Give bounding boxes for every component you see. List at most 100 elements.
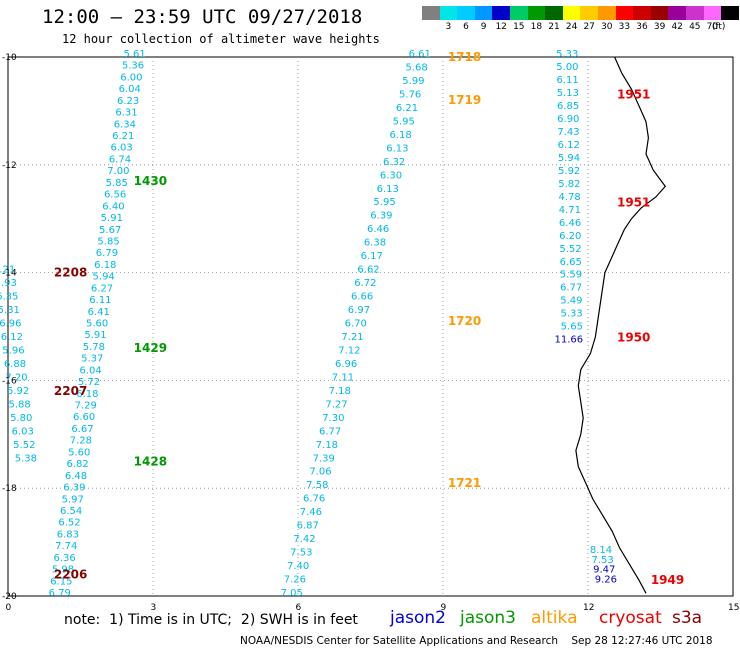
scale-swatch xyxy=(633,6,651,20)
wave-height-value: 5.98 xyxy=(52,565,74,576)
wave-height-value: 6.39 xyxy=(370,211,392,222)
wave-height-value: 5.13 xyxy=(557,88,579,99)
footer-note: note: 1) Time is in UTC; 2) SWH is in fe… xyxy=(64,612,358,628)
wave-height-value: 9.47 xyxy=(593,565,615,576)
wave-height-value: 5.37 xyxy=(81,354,103,365)
scale-label: 6 xyxy=(463,22,469,32)
pass-time-label: 1430 xyxy=(134,174,167,188)
wave-height-value: 6.76 xyxy=(303,494,325,505)
scale-swatch xyxy=(580,6,598,20)
wave-height-value: 6.04 xyxy=(119,84,141,95)
wave-height-value: 6.31 xyxy=(115,108,137,119)
wave-height-value: 7.12 xyxy=(338,345,360,356)
wave-height-value: 7.21 xyxy=(341,332,363,343)
pass-time-label: 1949 xyxy=(651,573,684,587)
lon-label: 0 xyxy=(6,603,12,613)
wave-height-value: 9.26 xyxy=(595,575,617,586)
wave-height-value: 5.96 xyxy=(2,345,24,356)
scale-swatch xyxy=(703,6,722,20)
wave-height-value: 5.99 xyxy=(402,76,424,87)
wave-height-value: 6.54 xyxy=(60,506,82,517)
wave-height-value: 5.88 xyxy=(9,399,31,410)
scale-swatch xyxy=(527,6,546,20)
wave-height-value: 6.00 xyxy=(120,72,142,83)
pass-time-label: 1951 xyxy=(617,88,650,102)
scale-label: 30 xyxy=(601,22,613,32)
lat-label: -18 xyxy=(2,484,17,494)
wave-height-value: 6.83 xyxy=(57,529,79,540)
legend-satellite-jason3: jason3 xyxy=(460,608,516,628)
wave-height-value: 5.61 xyxy=(123,49,145,60)
wave-height-value: 7.26 xyxy=(284,575,306,586)
pass-time-label: 1720 xyxy=(448,314,481,328)
wave-height-value: 5.67 xyxy=(99,225,121,236)
wave-height-value: 5.33 xyxy=(560,309,582,320)
wave-height-value: 5.76 xyxy=(399,89,421,100)
scale-label: 45 xyxy=(689,22,701,32)
scale-swatch xyxy=(650,6,669,20)
wave-height-value: 6.66 xyxy=(351,292,373,303)
wave-height-value: 7.30 xyxy=(322,413,344,424)
wave-height-value: 6.21 xyxy=(0,265,15,276)
wave-height-value: 6.13 xyxy=(377,184,399,195)
lat-label: -16 xyxy=(2,376,17,386)
scale-swatch xyxy=(721,6,739,20)
wave-height-value: 6.13 xyxy=(386,143,408,154)
map-frame xyxy=(7,56,734,597)
wave-height-value: 5.92 xyxy=(558,166,580,177)
scale-label: 24 xyxy=(565,22,578,32)
scale-swatch xyxy=(686,6,704,20)
wave-height-value: 7.20 xyxy=(5,372,27,383)
wave-height-value: 6.15 xyxy=(50,576,72,587)
scale-label: 39 xyxy=(653,22,666,32)
scale-swatch xyxy=(457,6,475,20)
wave-height-value: 5.92 xyxy=(7,386,29,397)
wave-height-value: 6.97 xyxy=(348,305,370,316)
wave-height-value: 7.53 xyxy=(290,548,312,559)
wave-height-value: 6.48 xyxy=(65,471,87,482)
wave-height-value: 5.49 xyxy=(560,296,582,307)
lon-label: 9 xyxy=(441,603,447,613)
wave-height-value: 6.21 xyxy=(396,103,418,114)
wave-height-value: 6.18 xyxy=(76,389,98,400)
wave-height-value: 6.77 xyxy=(319,426,341,437)
scale-swatch xyxy=(615,6,634,20)
wave-height-value: 6.72 xyxy=(354,278,376,289)
lat-label: -10 xyxy=(2,53,17,63)
map-subtitle: 12 hour collection of altimeter wave hei… xyxy=(62,32,380,46)
scale-label: 21 xyxy=(548,22,560,32)
wave-height-value: 6.88 xyxy=(4,359,26,370)
wave-height-value: 5.80 xyxy=(10,413,32,424)
pass-time-label: 1429 xyxy=(134,341,167,355)
wave-height-value: 6.40 xyxy=(102,201,124,212)
scale-label: 9 xyxy=(480,22,487,32)
wave-height-value: 4.78 xyxy=(558,192,580,203)
lat-label: -12 xyxy=(2,161,17,171)
wave-height-value: 7.18 xyxy=(316,440,338,451)
wave-height-value: 6.79 xyxy=(49,588,71,599)
wave-height-value: 5.65 xyxy=(561,322,583,333)
wave-height-value: 7.18 xyxy=(329,386,351,397)
wave-height-value: 5.31 xyxy=(0,305,20,316)
scale-swatch xyxy=(422,6,440,20)
wave-height-value: 6.61 xyxy=(409,49,431,60)
wave-height-value: 6.67 xyxy=(71,424,93,435)
pass-time-label: 1721 xyxy=(448,476,481,490)
wave-height-value: 5.94 xyxy=(93,272,115,283)
wave-height-value: 7.28 xyxy=(70,436,92,447)
pass-time-label: 1951 xyxy=(617,196,650,210)
wave-height-value: 7.11 xyxy=(332,372,354,383)
wave-height-value: 6.34 xyxy=(114,119,136,130)
legend-satellite-jason2: jason2 xyxy=(390,608,446,628)
coastline xyxy=(575,56,667,594)
wave-height-value: 5.38 xyxy=(15,453,37,464)
wave-height-value: 7.29 xyxy=(75,401,97,412)
wave-height-value: 7.40 xyxy=(287,561,309,572)
wave-height-value: 7.06 xyxy=(309,467,331,478)
scale-label: 33 xyxy=(618,22,631,32)
wave-height-value: 5.93 xyxy=(0,278,17,289)
wave-height-value: 7.43 xyxy=(557,127,579,138)
wave-height-value: 5.00 xyxy=(556,62,578,73)
